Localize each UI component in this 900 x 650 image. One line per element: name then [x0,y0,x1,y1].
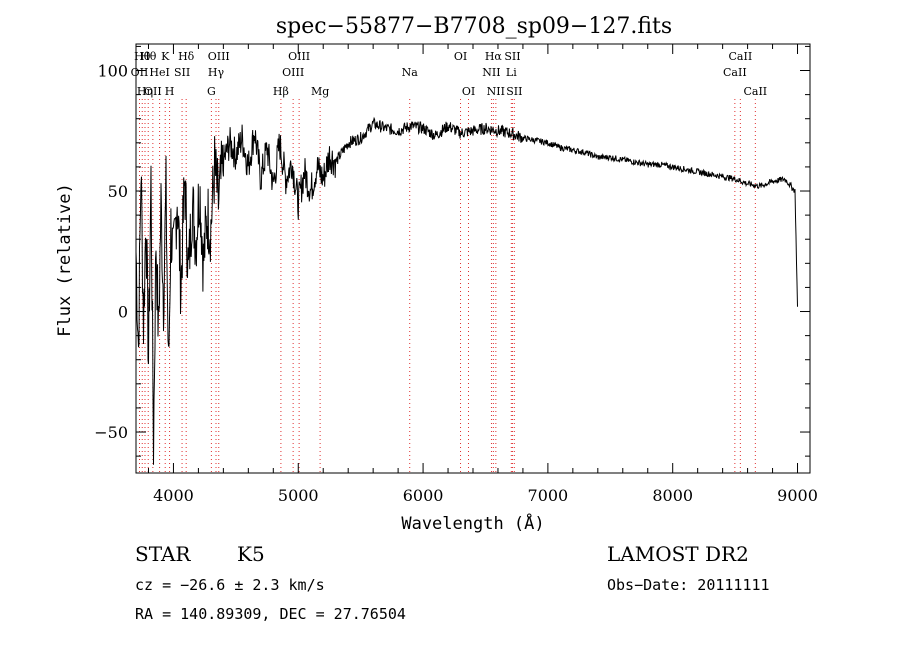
line-marker-label: Li [506,66,517,79]
line-marker-label: Hα [485,50,503,63]
line-marker-label: SII [504,50,520,63]
x-tick-label: 7000 [528,486,569,505]
x-tick-label: 4000 [153,486,194,505]
object-subclass: K5 [237,542,265,566]
footer-info: STAR K5 LAMOST DR2 cz = −26.6 ± 2.3 km/s… [135,542,770,623]
line-marker-label: OI [454,50,467,63]
line-marker-label: CaII [729,50,753,63]
emission-line-markers: OIIHθHηHθOIIHeIKHSIIHδGHγOIIIHβOIIIOIIIM… [131,50,767,473]
x-tick-label: 6000 [403,486,444,505]
chart-title: spec−55877−B7708_sp09−127.fits [276,14,672,39]
line-marker-label: Na [402,66,419,79]
y-tick-label: −50 [94,423,128,442]
line-marker-label: OI [462,85,475,98]
line-marker-label: Hβ [273,85,289,98]
y-tick-label: 0 [118,303,128,322]
line-marker-label: OII [144,85,162,98]
object-class: STAR [135,542,191,566]
y-axis-label: Flux (relative) [55,183,75,337]
plot-frame [135,43,811,474]
x-axis-label: Wavelength (Å) [401,512,544,534]
survey-name: LAMOST DR2 [607,542,749,566]
line-marker-label: OIII [208,50,230,63]
y-tick-label: 100 [97,62,128,81]
y-tick-label: 50 [108,182,128,201]
line-marker-label: NII [482,66,500,79]
line-marker-label: H [165,85,175,98]
line-marker-label: Hθ [134,50,151,63]
line-marker-label: OIII [282,66,304,79]
x-tick-label: 8000 [652,486,693,505]
line-marker-label: OII [131,66,149,79]
x-tick-label: 5000 [278,486,319,505]
line-marker-label: Hθ [140,50,157,63]
line-marker-label: Mg [311,85,329,98]
line-marker-label: Hγ [208,66,225,79]
redshift-velocity: cz = −26.6 ± 2.3 km/s [135,576,325,594]
line-marker-label: OIII [288,50,310,63]
spectrum-series-line [135,116,798,465]
line-marker-label: SII [506,85,522,98]
observation-date: Obs−Date: 20111111 [607,576,770,594]
line-marker-label: NII [487,85,505,98]
line-marker-label: SII [174,66,190,79]
y-axis-ticks: −50 0 50 100 [94,45,810,457]
line-marker-label: HeI [149,66,169,79]
line-marker-label: CaII [743,85,767,98]
x-tick-label: 9000 [777,486,818,505]
line-marker-label: Hδ [178,50,195,63]
ra-dec-coordinates: RA = 140.89309, DEC = 27.76504 [135,605,406,623]
line-marker-label: K [161,50,170,63]
line-marker-label: G [207,85,216,98]
line-marker-label: CaII [723,66,747,79]
x-axis-ticks: 4000 5000 6000 7000 8000 9000 [147,44,818,505]
